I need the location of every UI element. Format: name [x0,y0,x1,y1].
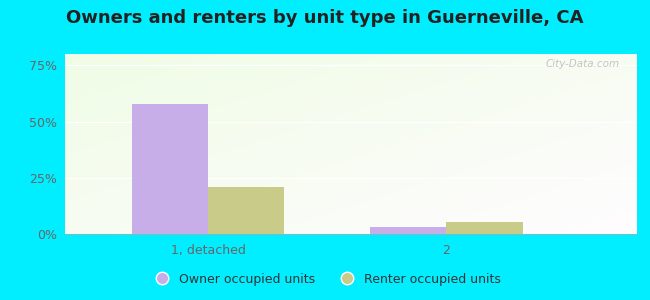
Bar [208,187,284,234]
Bar [132,103,208,234]
Bar [447,222,523,234]
Legend: Owner occupied units, Renter occupied units: Owner occupied units, Renter occupied un… [144,268,506,291]
Text: Owners and renters by unit type in Guerneville, CA: Owners and renters by unit type in Guern… [66,9,584,27]
Bar [370,227,447,234]
Text: City-Data.com: City-Data.com [546,59,620,69]
